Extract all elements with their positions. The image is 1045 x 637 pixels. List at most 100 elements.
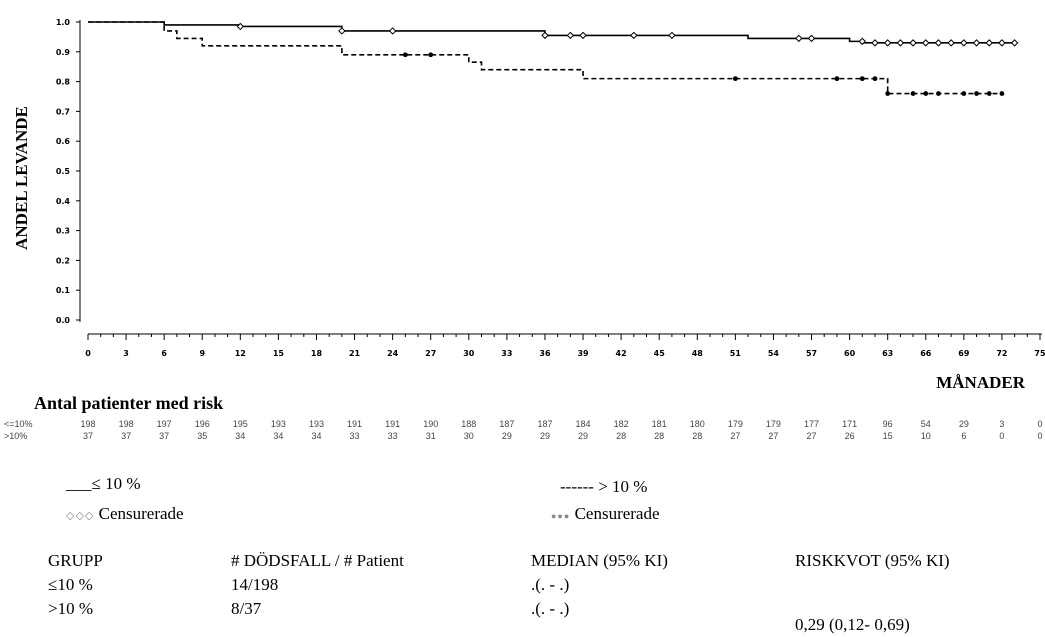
header-dodsfall: # DÖDSFALL / # Patient (231, 551, 404, 570)
risk-value: 193 (308, 419, 324, 429)
chart-series-layer (88, 21, 1019, 96)
risk-value: 195 (232, 419, 248, 429)
risk-value: 31 (425, 431, 436, 441)
risk-value: 27 (730, 431, 741, 441)
y-tick-label: 0.1 (56, 286, 71, 295)
x-tick-label: 12 (235, 349, 246, 358)
risk-row: >10% 37 37 37 35 34 34 34 33 33 31 30 29 29 29 28 28 28 27… (0, 431, 1045, 443)
risk-value: 0 (1037, 431, 1043, 441)
risk-value: 34 (273, 431, 284, 441)
x-tick-label: 9 (199, 349, 205, 358)
x-tick-label: 3 (123, 349, 129, 358)
censor-point-gt10 (872, 76, 878, 82)
censor-point-gt10 (923, 91, 929, 96)
y-tick-label: 0.8 (56, 78, 71, 87)
x-axis-label: MÅNADER (936, 373, 1025, 392)
risk-value: 179 (727, 419, 743, 429)
risk-value: 171 (842, 419, 858, 429)
censor-point-le10 (909, 39, 917, 47)
x-tick-label: 54 (768, 349, 780, 358)
row2-median: .(. - .) (531, 599, 570, 618)
y-axis-label: ANDEL LEVANDE (12, 106, 31, 250)
censor-point-gt10 (910, 91, 916, 96)
censor-point-le10 (998, 39, 1006, 47)
risk-value: 190 (423, 419, 439, 429)
x-tick-label: 18 (311, 349, 323, 358)
x-tick-label: 45 (654, 349, 666, 358)
y-tick-label: 0.6 (56, 137, 71, 146)
y-tick-label: 0.4 (56, 197, 71, 206)
row1-grupp: ≤10 % (48, 575, 93, 594)
censor-point-gt10 (428, 52, 434, 58)
risk-value: 193 (270, 419, 286, 429)
censor-point-le10 (579, 31, 587, 40)
censor-point-le10 (668, 31, 676, 40)
risk-value: 29 (958, 419, 969, 429)
risk-value: 177 (804, 419, 820, 429)
risk-row: <=10% 198 198 197 196 195 193 193 191 191 190 188 18… (0, 419, 1045, 431)
x-tick-label: 15 (273, 349, 285, 358)
censor-point-le10 (795, 34, 803, 43)
x-tick-label: 30 (463, 349, 475, 358)
risk-value: 29 (578, 431, 589, 441)
risk-value: 180 (689, 419, 705, 429)
risk-value: 181 (651, 419, 667, 429)
censor-point-le10 (338, 27, 346, 35)
censor-point-gt10 (885, 91, 891, 96)
risk-value: 196 (194, 419, 210, 429)
risk-value: 188 (461, 419, 477, 429)
censor-point-gt10 (859, 76, 865, 82)
risk-value: 0 (999, 431, 1005, 441)
censor-point-le10 (985, 39, 993, 47)
x-tick-label: 6 (161, 349, 167, 358)
series-le10-line (88, 21, 1015, 44)
censor-point-gt10 (999, 91, 1005, 96)
y-tick-label: 0.0 (56, 316, 71, 325)
risk-value: 33 (387, 431, 398, 441)
risk-value: 34 (235, 431, 246, 441)
censor-point-le10 (883, 39, 892, 47)
diamond-censor-icon: ◇◇◇ (66, 510, 95, 522)
y-tick-label: 1.0 (56, 18, 71, 27)
x-tick-label: 21 (349, 349, 361, 358)
row2-dodsfall: 8/37 (231, 599, 262, 618)
risk-value: 29 (501, 431, 512, 441)
risk-value: 33 (349, 431, 360, 441)
header-median: MEDIAN (95% KI) (531, 551, 668, 570)
risk-value: 15 (882, 431, 893, 441)
censor-point-gt10 (974, 91, 979, 96)
censor-point-le10 (922, 39, 930, 47)
x-tick-label: 39 (577, 349, 589, 358)
risk-value: 28 (692, 431, 703, 441)
risk-value: 30 (463, 431, 474, 441)
risk-value: 96 (882, 419, 893, 429)
risk-value: 187 (499, 419, 515, 429)
risk-value: 10 (920, 431, 931, 441)
risk-value: 27 (806, 431, 817, 441)
censor-point-le10 (960, 39, 968, 47)
risk-table-title: Antal patienter med risk (34, 393, 224, 413)
censor-point-gt10 (732, 76, 738, 82)
risk-value: 187 (537, 419, 553, 429)
censor-point-le10 (630, 31, 638, 40)
censor-point-gt10 (961, 91, 967, 96)
x-tick-label: 48 (692, 349, 704, 358)
risk-row-label: <=10% (4, 419, 33, 429)
risk-value: 37 (121, 431, 132, 441)
risk-value: 26 (844, 431, 855, 441)
y-tick-label: 0.5 (56, 167, 71, 176)
censor-point-le10 (858, 37, 867, 46)
censor-point-gt10 (936, 91, 941, 96)
y-tick-label: 0.9 (56, 48, 71, 57)
risk-value: 54 (920, 419, 931, 429)
censor-point-le10 (934, 39, 943, 47)
y-tick-label: 0.2 (56, 256, 70, 265)
x-tick-label: 42 (616, 349, 627, 358)
censor-point-gt10 (986, 91, 992, 96)
row1-dodsfall: 14/198 (231, 575, 279, 594)
censor-point-le10 (871, 39, 879, 47)
censor-point-le10 (947, 39, 955, 47)
row2-grupp: >10 % (48, 599, 93, 618)
dot-censor-icon: ●●● (551, 511, 571, 521)
censor-point-le10 (541, 31, 549, 40)
